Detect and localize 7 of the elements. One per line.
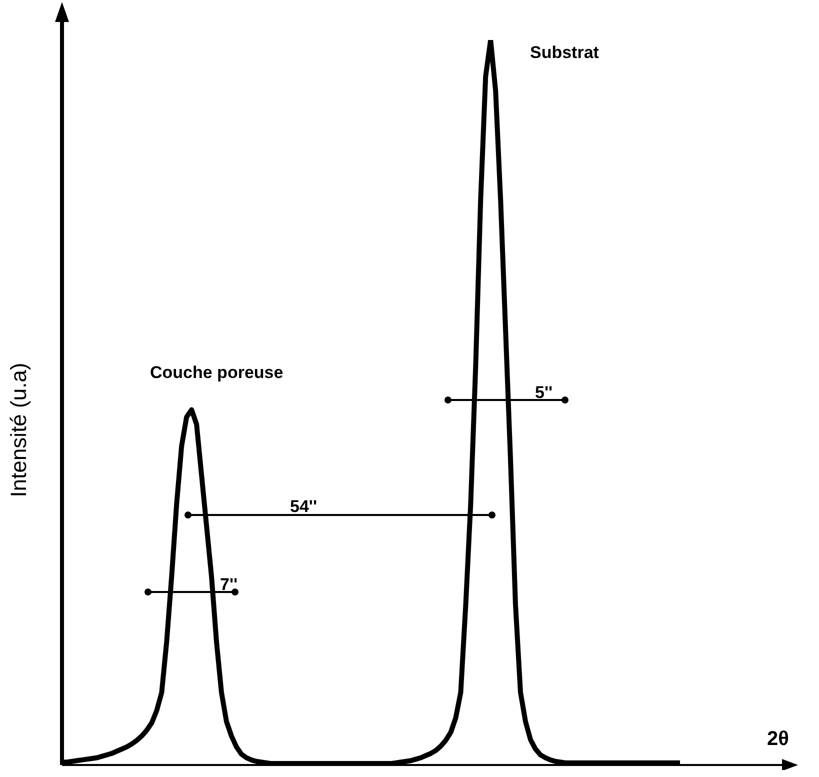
x-axis-title: 2θ <box>767 728 789 750</box>
annotation: Couche poreuse <box>150 363 284 382</box>
annotation: 5'' <box>535 383 553 402</box>
y-axis-title: Intensité (u.a) <box>6 362 31 498</box>
annotation: Substrat <box>530 43 600 62</box>
annotation: 7'' <box>220 575 238 594</box>
annotation: 54'' <box>290 497 317 516</box>
